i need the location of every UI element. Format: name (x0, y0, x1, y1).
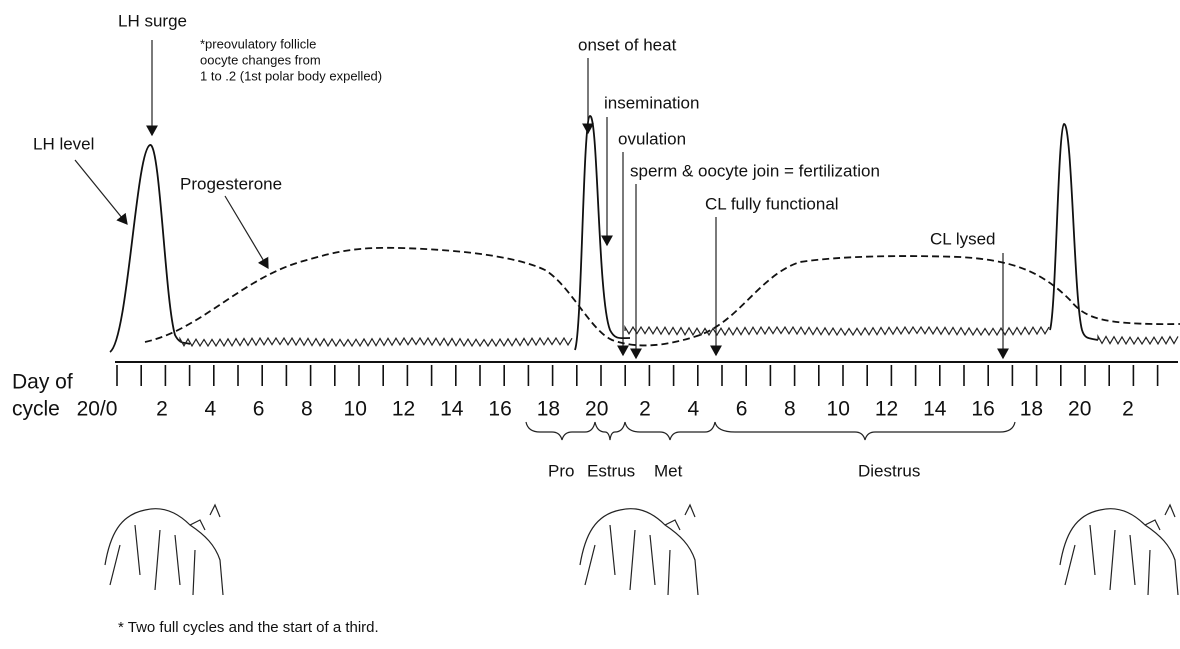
tick-label: 20/0 (77, 398, 118, 421)
note-line: oocyte changes from (200, 52, 321, 67)
noise-line (624, 324, 1050, 337)
noise-line (179, 336, 573, 348)
tick-label: 12 (392, 398, 415, 421)
phase-label: Estrus (587, 461, 635, 480)
phase-braces (525, 421, 1016, 441)
label-ovulation: ovulation (618, 129, 686, 148)
phase-label: Pro (548, 461, 574, 480)
tick-label: 2 (156, 398, 168, 421)
tick-label: 10 (827, 398, 850, 421)
note-line: *preovulatory follicle (200, 36, 316, 51)
label-insemination: insemination (604, 93, 699, 112)
label-lh-level: LH level (33, 134, 94, 153)
tick-label: 20 (1068, 398, 1091, 421)
baseline-noise (179, 324, 1179, 348)
tick-label: 2 (1122, 398, 1134, 421)
label-cl-lysed: CL lysed (930, 229, 996, 248)
label-lh-surge: LH surge (118, 11, 187, 30)
axis-label: cycle (12, 398, 60, 421)
tick-label: 14 (440, 398, 464, 421)
tick-label: 10 (344, 398, 367, 421)
lh-curve (109, 115, 1099, 353)
tick-label: 2 (639, 398, 651, 421)
progesterone-curve (144, 246, 1180, 347)
tick-label: 4 (687, 398, 699, 421)
label-progesterone: Progesterone (180, 174, 282, 193)
label-fertilization: sperm & oocyte join = fertilization (630, 161, 880, 180)
noise-line (1097, 333, 1179, 346)
arrows (74, 40, 1009, 360)
ticks (116, 365, 1159, 386)
note-line: 1 to .2 (1st polar body expelled) (200, 68, 382, 83)
tick-label: 8 (784, 398, 796, 421)
tick-label: 6 (253, 398, 265, 421)
label-onset: onset of heat (578, 35, 677, 54)
axis-label: Day of (12, 371, 73, 394)
label-cl-functional: CL fully functional (705, 194, 839, 213)
phase-label: Met (654, 461, 683, 480)
footnote: * Two full cycles and the start of a thi… (118, 619, 379, 636)
tick-label: 16 (971, 398, 994, 421)
tick-labels: 20/0 2 4 6 8 10 12 14 16 18 20 2 4 6 8 10 12 14 16 18 20 2 (77, 398, 1134, 421)
tick-label: 6 (736, 398, 748, 421)
tick-label: 20 (585, 398, 608, 421)
tick-label: 4 (204, 398, 216, 421)
tick-label: 18 (1020, 398, 1043, 421)
tick-label: 14 (923, 398, 947, 421)
tick-label: 18 (537, 398, 560, 421)
phase-label: Diestrus (858, 461, 920, 480)
tick-label: 16 (488, 398, 511, 421)
tick-label: 8 (301, 398, 313, 421)
cattle-sketch (104, 503, 1179, 596)
tick-label: 12 (875, 398, 898, 421)
